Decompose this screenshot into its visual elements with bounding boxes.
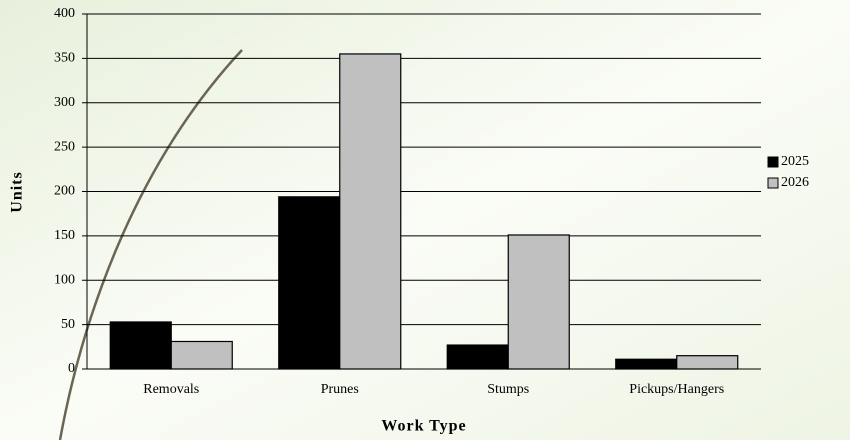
bar bbox=[109, 321, 172, 370]
x-tick-label: Stumps bbox=[487, 382, 529, 397]
bar bbox=[676, 355, 739, 370]
y-tick-label: 300 bbox=[54, 95, 75, 110]
y-tick-label: 400 bbox=[54, 6, 75, 21]
y-tick-label: 350 bbox=[54, 51, 75, 66]
y-tick-label: 150 bbox=[54, 228, 75, 243]
y-tick-label: 250 bbox=[54, 139, 75, 154]
decoration-curve bbox=[58, 49, 243, 440]
y-tick-label: 200 bbox=[54, 184, 75, 199]
legend-label: 2026 bbox=[781, 175, 809, 190]
bar bbox=[507, 234, 570, 370]
x-tick-label: Prunes bbox=[321, 382, 359, 397]
y-axis-title: Units bbox=[9, 171, 26, 212]
y-tick-label: 100 bbox=[54, 272, 75, 287]
legend-swatch bbox=[767, 177, 779, 189]
y-tick-label: 50 bbox=[61, 317, 75, 332]
bar bbox=[170, 340, 233, 370]
y-tick-label: 0 bbox=[68, 361, 75, 376]
bar bbox=[278, 196, 341, 370]
bar bbox=[615, 358, 678, 370]
bar bbox=[339, 53, 402, 370]
bar bbox=[446, 344, 509, 370]
x-tick-label: Pickups/Hangers bbox=[629, 382, 724, 397]
x-axis-title: Work Type bbox=[381, 418, 466, 435]
x-tick-label: Removals bbox=[143, 382, 199, 397]
legend-label: 2025 bbox=[781, 154, 809, 169]
legend-swatch bbox=[767, 156, 779, 168]
